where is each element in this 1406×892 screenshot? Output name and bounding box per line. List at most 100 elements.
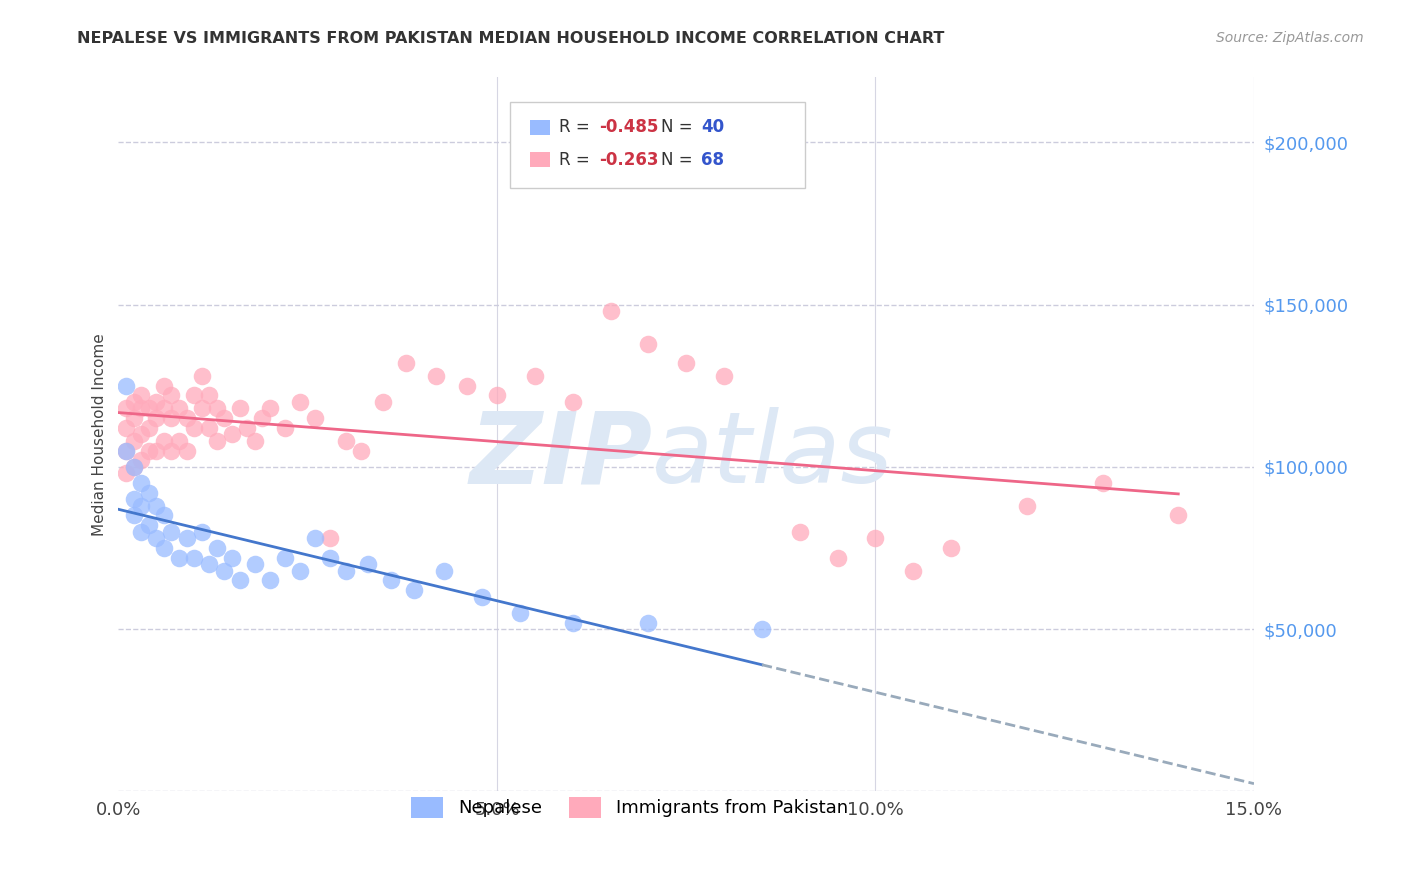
Point [145, 411, 167, 425]
Point [243, 434, 266, 448]
Point [350, 443, 373, 458]
Point [122, 434, 145, 448]
Point [176, 531, 198, 545]
Point [637, 336, 659, 351]
Point [138, 518, 160, 533]
Point [138, 421, 160, 435]
Point [599, 304, 621, 318]
Y-axis label: Median Household Income: Median Household Income [93, 333, 107, 536]
Text: -0.263: -0.263 [599, 151, 658, 169]
Point [319, 531, 342, 545]
FancyBboxPatch shape [530, 120, 550, 136]
Point [138, 443, 160, 458]
Point [274, 421, 297, 435]
Point [122, 459, 145, 474]
Point [153, 508, 176, 523]
Point [145, 499, 167, 513]
Point [153, 541, 176, 555]
Text: 40: 40 [702, 119, 724, 136]
Point [183, 550, 205, 565]
Point [485, 388, 508, 402]
Point [145, 395, 167, 409]
Point [129, 499, 152, 513]
Point [160, 388, 183, 402]
Point [304, 411, 326, 425]
Point [471, 590, 494, 604]
Point [228, 401, 250, 416]
Point [335, 564, 357, 578]
Point [115, 443, 138, 458]
Point [789, 524, 811, 539]
Point [115, 401, 138, 416]
Text: atlas: atlas [652, 408, 894, 504]
Point [288, 395, 311, 409]
Point [380, 574, 402, 588]
Point [122, 411, 145, 425]
Text: NEPALESE VS IMMIGRANTS FROM PAKISTAN MEDIAN HOUSEHOLD INCOME CORRELATION CHART: NEPALESE VS IMMIGRANTS FROM PAKISTAN MED… [77, 31, 945, 46]
Point [167, 401, 190, 416]
Point [425, 368, 447, 383]
Point [561, 395, 583, 409]
Point [167, 434, 190, 448]
Point [433, 564, 456, 578]
Point [205, 401, 228, 416]
Point [1015, 499, 1038, 513]
Point [138, 485, 160, 500]
Point [129, 388, 152, 402]
Text: R =: R = [560, 119, 595, 136]
Point [259, 401, 281, 416]
Text: N =: N = [661, 119, 699, 136]
Point [395, 356, 418, 370]
Point [221, 550, 243, 565]
Point [214, 564, 236, 578]
Point [160, 411, 183, 425]
Point [1167, 508, 1189, 523]
Point [129, 427, 152, 442]
Text: N =: N = [661, 151, 699, 169]
Point [221, 427, 243, 442]
Point [1091, 476, 1114, 491]
FancyBboxPatch shape [530, 152, 550, 168]
Point [129, 453, 152, 467]
Point [675, 356, 697, 370]
Point [138, 401, 160, 416]
Point [288, 564, 311, 578]
Point [153, 434, 176, 448]
Point [373, 395, 395, 409]
Point [865, 531, 887, 545]
Point [115, 443, 138, 458]
Point [190, 524, 212, 539]
Text: 68: 68 [702, 151, 724, 169]
Point [145, 443, 167, 458]
Point [751, 622, 773, 636]
Point [198, 557, 221, 571]
Point [402, 583, 425, 598]
Point [129, 476, 152, 491]
Point [304, 531, 326, 545]
Point [190, 368, 212, 383]
Point [198, 388, 221, 402]
Point [115, 378, 138, 392]
Point [523, 368, 546, 383]
Point [319, 550, 342, 565]
Point [236, 421, 259, 435]
Point [122, 508, 145, 523]
Legend: Nepalese, Immigrants from Pakistan: Nepalese, Immigrants from Pakistan [404, 789, 855, 825]
Point [190, 401, 212, 416]
Point [183, 388, 205, 402]
Point [122, 492, 145, 507]
Text: -0.485: -0.485 [599, 119, 658, 136]
Point [160, 524, 183, 539]
Point [509, 606, 531, 620]
Point [122, 459, 145, 474]
Point [903, 564, 925, 578]
Point [153, 378, 176, 392]
Point [153, 401, 176, 416]
Point [176, 443, 198, 458]
Text: Source: ZipAtlas.com: Source: ZipAtlas.com [1216, 31, 1364, 45]
FancyBboxPatch shape [510, 103, 806, 188]
Point [357, 557, 380, 571]
Point [115, 421, 138, 435]
Point [214, 411, 236, 425]
Point [205, 541, 228, 555]
